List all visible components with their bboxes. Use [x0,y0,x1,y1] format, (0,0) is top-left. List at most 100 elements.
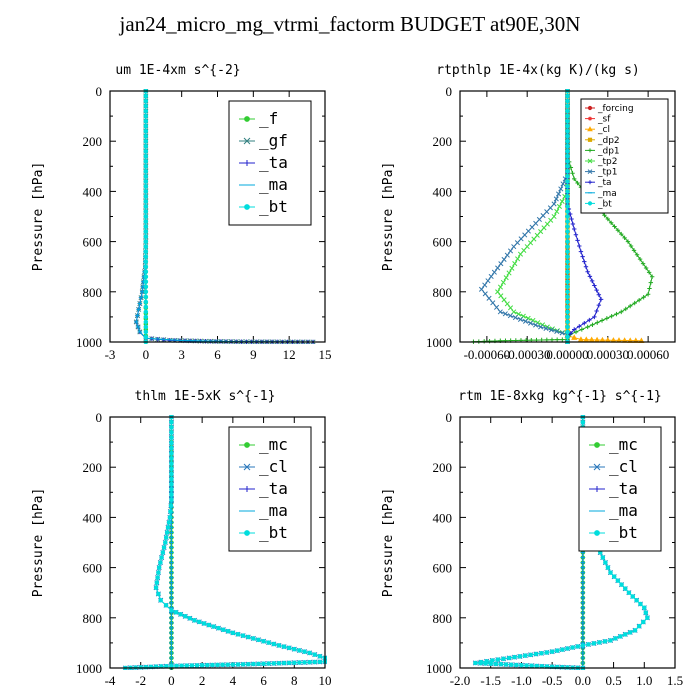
marker-point [642,605,647,611]
marker-point [165,525,171,530]
legend-item: _bt [585,199,612,209]
marker-point [631,248,637,253]
marker-point [169,471,174,477]
marker-point [261,661,266,666]
marker-point [205,662,210,668]
marker-point [636,623,642,629]
marker-point [302,649,307,654]
marker-point [575,238,580,243]
marker-point [518,236,524,242]
marker-point [143,329,149,335]
marker-point [549,337,555,342]
marker-point [645,615,650,621]
marker-point [143,324,149,330]
marker-point [582,320,587,326]
x-tick-label: 4 [230,673,237,688]
marker-point [594,530,600,536]
legend-label: _ma [597,189,617,199]
y-tick-label: 1000 [426,335,452,350]
marker-point [565,665,570,670]
marker-point [168,509,173,514]
marker-point [194,663,200,668]
legend-label: _dp1 [597,146,620,156]
marker-point [579,327,585,332]
legend: _f _gf _ta _ma _bt [228,100,312,226]
y-tick-label: 0 [96,84,103,99]
marker-point [572,327,577,332]
marker-point [143,299,149,305]
x-tick-label: 6 [214,347,221,362]
y-tick-label: 1000 [426,661,452,676]
marker-point [522,232,528,238]
marker-point [292,646,297,652]
marker-point [577,243,582,249]
marker-point [482,291,488,297]
marker-point [594,308,599,314]
panel-title: um 1E-4xm s^{-2} [115,63,240,78]
marker-point [143,98,149,104]
marker-point [225,662,230,667]
marker-point [608,638,613,643]
plot-frame [109,416,326,669]
marker-point [643,265,649,271]
legend-label: _tp2 [597,157,617,167]
x-tick-label: 0.00000 [546,347,588,362]
marker-point [156,591,161,597]
marker-point [491,269,497,275]
marker-point [504,301,510,307]
marker-point [560,647,565,652]
marker-point [512,314,518,321]
marker-point [565,289,570,295]
marker-point [619,309,624,315]
legend-label: _mc [259,435,288,454]
marker-point [515,256,521,262]
marker-point [169,450,174,456]
marker-point [592,314,597,320]
marker-point [588,116,592,121]
marker-point [266,661,271,666]
marker-point [302,660,307,665]
marker-point [565,154,570,159]
marker-point [565,274,570,279]
marker-point [143,249,149,254]
marker-point [556,203,562,210]
y-tick-label: 600 [433,235,453,250]
marker-point [169,476,174,482]
figure-title: jan24_micro_mg_vtrmi_factorm BUDGET at90… [119,12,581,36]
marker-point [244,530,250,536]
marker-point [565,279,570,285]
marker-point [596,292,602,297]
marker-point [143,254,149,259]
legend-item: _bt [589,523,638,542]
marker-point [160,550,166,555]
marker-point [649,274,655,279]
marker-point [169,456,174,461]
y-tick-label: 400 [83,184,103,199]
marker-point [245,661,251,667]
legend-label: _mc [609,435,638,454]
marker-point [488,661,493,666]
marker-point [565,219,570,224]
legend-item: _ma [239,175,288,194]
marker-point [544,650,550,655]
marker-point [243,463,251,471]
marker-point [594,442,600,448]
marker-point [596,302,602,308]
marker-point [611,574,617,579]
marker-point [244,204,250,210]
marker-point [565,249,570,254]
x-tick-label: 8 [291,673,298,688]
marker-point [565,143,570,149]
marker-point [527,320,534,326]
marker-point [158,560,163,565]
marker-point [565,259,570,264]
marker-point [634,252,640,257]
marker-point [503,662,509,667]
x-tick-label: 10 [319,673,332,688]
marker-point [161,545,167,550]
marker-point [519,662,524,668]
marker-point [509,265,515,271]
marker-point [143,154,149,159]
marker-point [605,216,611,222]
marker-point [565,254,570,259]
